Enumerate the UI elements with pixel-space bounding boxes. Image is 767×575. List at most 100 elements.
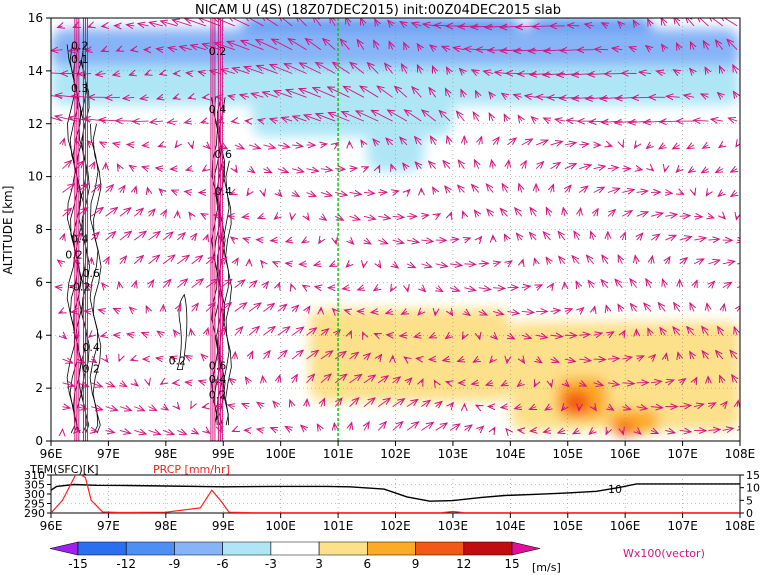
wind-vector <box>142 333 149 336</box>
wind-vector <box>244 67 264 74</box>
wind-vector <box>334 423 335 430</box>
wind-vector <box>171 190 177 192</box>
surface-x-tick-label: 98E <box>154 519 177 533</box>
wind-vector <box>88 26 91 27</box>
wind-vector <box>248 281 257 288</box>
wind-vector <box>579 359 591 361</box>
wind-vector <box>156 168 163 169</box>
wind-vector <box>637 430 641 434</box>
x-tick-label: 99E <box>212 447 235 461</box>
wind-vector <box>214 215 221 216</box>
wind-vector <box>378 354 381 359</box>
vector-legend-label: Wx100(vector) <box>623 547 705 560</box>
wind-vector <box>421 400 430 406</box>
wind-vector <box>313 18 322 27</box>
wind-vector <box>608 407 614 411</box>
wind-vector <box>679 237 692 241</box>
wind-vector <box>378 216 390 218</box>
wind-vector <box>235 258 238 264</box>
wind-vector <box>521 335 531 338</box>
wind-vector <box>215 406 221 407</box>
wind-vector <box>205 279 218 289</box>
wind-vector <box>292 216 293 219</box>
surface-left-tick-label: 290 <box>24 507 45 520</box>
wind-vector <box>476 405 479 406</box>
wind-vector <box>186 169 192 171</box>
wind-vector <box>579 208 580 217</box>
y-tick-label: 4 <box>35 328 43 342</box>
wind-vector <box>77 161 83 169</box>
wind-vector <box>443 359 450 361</box>
wind-vector <box>55 287 62 288</box>
wind-vector <box>263 351 270 360</box>
wind-vector <box>579 308 583 312</box>
contour-label: 0.2 <box>65 249 83 262</box>
wind-vector <box>156 358 163 359</box>
wind-vector <box>228 18 250 27</box>
wind-vector <box>291 350 303 360</box>
wind-region <box>251 86 453 137</box>
wind-vector <box>363 332 364 335</box>
wind-vector <box>271 428 278 431</box>
wind-vector <box>550 335 563 336</box>
wind-vector <box>458 160 464 169</box>
wind-vector <box>248 303 261 312</box>
wind-vector <box>343 86 365 98</box>
wind-vector <box>306 328 317 336</box>
wind-vector <box>307 306 310 311</box>
wind-vector <box>320 351 333 360</box>
main-x-axis: 96E 97E 98E 99E 100E 101E 102E 103E 104E 105E 106E… <box>40 441 755 461</box>
wind-vector <box>349 398 359 407</box>
colorbar-swatch <box>174 541 223 556</box>
wind-vector <box>321 399 325 407</box>
surface-x-tick-label: 99E <box>212 519 235 533</box>
wind-vector <box>323 39 336 51</box>
wind-vector <box>429 335 435 338</box>
wind-vector <box>62 335 66 338</box>
wind-vector <box>401 64 407 74</box>
wind-vector <box>277 350 287 360</box>
wind-vector <box>449 239 459 240</box>
colorbar-swatch <box>125 541 175 556</box>
wind-vector <box>689 169 695 173</box>
wind-vector <box>708 216 713 218</box>
wind-vector <box>320 374 331 384</box>
wind-vector <box>476 91 479 98</box>
wind-vector <box>247 192 249 195</box>
wind-vector <box>702 169 709 173</box>
wind-vector <box>651 169 653 171</box>
wind-vector <box>333 62 350 74</box>
wind-vector <box>402 311 407 314</box>
wind-vector <box>307 399 308 407</box>
wind-vector <box>129 74 134 76</box>
wind-vector <box>732 375 737 384</box>
wind-vector <box>707 303 708 312</box>
wind-vector <box>90 184 101 193</box>
wind-vector <box>406 399 418 408</box>
wind-vector <box>573 430 579 433</box>
wind-vector <box>277 145 290 147</box>
wind-vector <box>168 48 178 50</box>
wind-vector <box>414 335 421 337</box>
wind-vector <box>161 383 163 384</box>
wind-vector <box>371 311 378 312</box>
wind-vector <box>101 50 105 52</box>
wind-vector <box>335 169 345 170</box>
wind-vector <box>138 24 149 26</box>
wind-vector <box>536 140 548 145</box>
wind-vector <box>274 216 277 219</box>
wind-vector <box>162 430 174 434</box>
wind-vector <box>658 303 666 312</box>
wind-vector <box>242 216 249 217</box>
wind-vector <box>504 234 507 240</box>
wind-vector <box>191 407 192 409</box>
wind-vector <box>62 234 64 240</box>
wind-vector <box>475 160 479 169</box>
wind-vector <box>258 216 264 218</box>
wind-vector <box>530 430 536 431</box>
wind-vector <box>636 407 647 409</box>
wind-vector <box>506 429 507 431</box>
wind-vector <box>633 20 636 26</box>
wind-vector <box>737 240 740 241</box>
